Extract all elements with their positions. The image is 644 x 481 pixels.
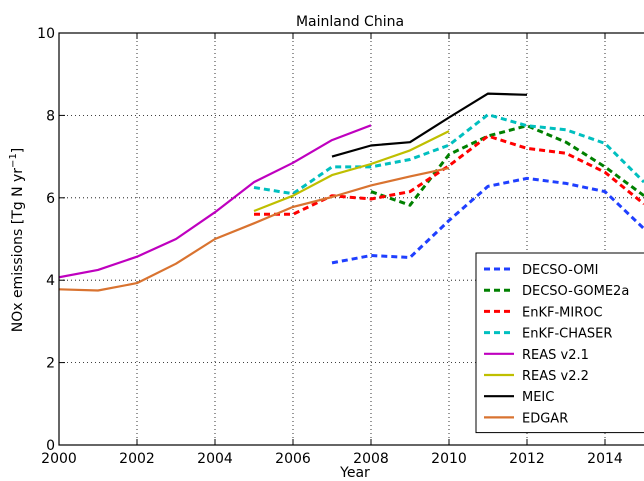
series-line-reas-v2-2 [253, 130, 450, 213]
x-tick-label: 2006 [275, 451, 311, 467]
y-tick-label: 4 [46, 273, 55, 289]
legend-label: EDGAR [522, 411, 568, 426]
legend: DECSO-OMI DECSO-GOME2a EnKF-MIROC EnKF-CHAS… [475, 252, 644, 434]
y-tick-label: 10 [37, 26, 55, 42]
chart-title: Mainland China [296, 14, 404, 30]
x-tick-label: 2000 [41, 451, 77, 467]
series-line-enkf-miroc [254, 134, 644, 216]
plot-frame [58, 32, 644, 446]
legend-label: REAS v2.1 [522, 348, 589, 363]
series-line-decso-omi [331, 176, 644, 265]
legend-label: MEIC [522, 390, 554, 405]
legend-box [475, 252, 644, 434]
y-tick-label: 8 [46, 108, 55, 124]
legend-label: EnKF-MIROC [522, 305, 603, 320]
x-tick-label: 2012 [509, 451, 545, 467]
x-tick-label: 2004 [197, 451, 233, 467]
series-line-decso-gome2a [370, 124, 644, 207]
x-tick-label: 2014 [587, 451, 623, 467]
series-line-meic [331, 92, 528, 158]
legend-label: REAS v2.2 [522, 369, 589, 384]
x-axis-label: Year [339, 465, 370, 481]
legend-label: EnKF-CHASER [522, 327, 612, 342]
legend-label: DECSO-OMI [522, 263, 598, 278]
series-line-enkf-chaser [253, 113, 644, 196]
legend-label: DECSO-GOME2a [522, 284, 629, 299]
x-tick-label: 2002 [119, 451, 155, 467]
series-line-reas-v2-1 [59, 124, 372, 279]
y-tick-label: 6 [46, 191, 55, 207]
x-tick-label: 2008 [353, 451, 389, 467]
y-axis-label: NOx emissions [Tg N yr−1] [8, 148, 26, 333]
y-tick-label: 0 [46, 438, 55, 454]
series-line-edgar [59, 167, 450, 292]
axes: 2000 2002 2004 2006 2008 2010 2012 2014 0 2 4 6 8 10 [37, 26, 644, 467]
x-tick-label: 2010 [431, 451, 467, 467]
y-tick-label: 2 [46, 356, 55, 372]
series-lines [59, 92, 644, 292]
